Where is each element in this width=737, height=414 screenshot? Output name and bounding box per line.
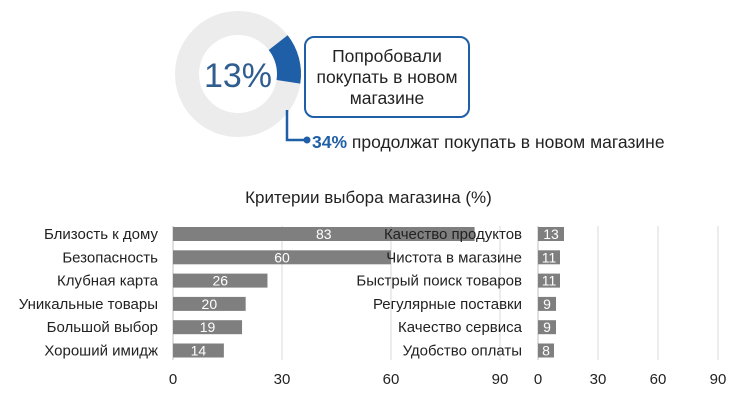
category-label: Регулярные поставки xyxy=(373,296,522,313)
bar xyxy=(538,250,560,265)
bar xyxy=(173,343,224,358)
x-tick-label: 90 xyxy=(710,371,727,388)
continuation-text: продолжат покупать в новом магазине xyxy=(351,132,665,152)
category-label: Уникальные товары xyxy=(19,296,158,313)
bar-value-label: 19 xyxy=(200,319,216,335)
bar xyxy=(538,296,556,311)
category-label: Качество продуктов xyxy=(384,226,522,243)
bar-value-label: 9 xyxy=(543,319,551,335)
donut-segment xyxy=(268,35,301,84)
bar-value-label: 11 xyxy=(542,249,557,265)
bar-value-label: 11 xyxy=(542,273,557,289)
x-tick-label: 0 xyxy=(169,371,177,388)
donut-value-label: 13% xyxy=(204,57,272,95)
bar xyxy=(173,227,475,241)
bar-value-label: 26 xyxy=(212,273,228,289)
x-tick-label: 90 xyxy=(492,371,509,388)
bar-value-label: 60 xyxy=(274,249,290,265)
connector-dot xyxy=(303,136,311,144)
category-label: Близость к дому xyxy=(44,226,159,243)
category-label: Клубная карта xyxy=(57,273,159,290)
category-label: Качество сервиса xyxy=(398,319,523,336)
continuation-percent: 34% xyxy=(312,132,348,152)
donut-chart: 13% xyxy=(175,11,301,137)
category-label: Безопасность xyxy=(62,249,158,266)
bar xyxy=(538,343,554,358)
bar-value-label: 9 xyxy=(543,296,551,312)
bar xyxy=(538,227,564,241)
callout-text: Попробовали покупать в новом магазине xyxy=(316,45,458,108)
x-tick-label: 30 xyxy=(590,371,607,388)
x-tick-label: 30 xyxy=(274,371,291,388)
bar-value-label: 14 xyxy=(191,343,207,359)
section-title: Критерии выбора магазина (%) xyxy=(245,188,492,207)
x-tick-label: 60 xyxy=(650,371,667,388)
bar xyxy=(538,320,556,335)
category-label: Удобство оплаты xyxy=(403,343,522,360)
bar-value-label: 13 xyxy=(543,226,559,242)
bar xyxy=(173,273,268,288)
bar xyxy=(173,296,246,311)
category-label: Быстрый поиск товаров xyxy=(356,273,522,290)
category-label: Чистота в магазине xyxy=(386,249,522,266)
right-bar-chart: 0 30 60 90 13 Качество продуктов 11 Чистота в м… xyxy=(356,226,726,388)
category-label: Большой выбор xyxy=(47,319,158,336)
bar xyxy=(173,250,391,265)
x-tick-label: 60 xyxy=(383,371,400,388)
x-tick-label: 0 xyxy=(534,371,542,388)
callout-box: Попробовали покупать в новом магазине xyxy=(304,36,470,118)
bar xyxy=(538,273,560,288)
bar-value-label: 8 xyxy=(542,343,550,359)
bar xyxy=(173,320,243,335)
bar-value-label: 20 xyxy=(202,296,218,312)
callout-connector xyxy=(285,110,305,142)
category-label: Хороший имидж xyxy=(44,343,158,360)
bar-value-label: 83 xyxy=(316,226,332,242)
continuation-note: 34% продолжат покупать в новом магазине xyxy=(312,131,665,153)
left-bar-chart: 0 30 60 90 83 Близость к дому 60 Безопасность 26… xyxy=(19,226,509,388)
